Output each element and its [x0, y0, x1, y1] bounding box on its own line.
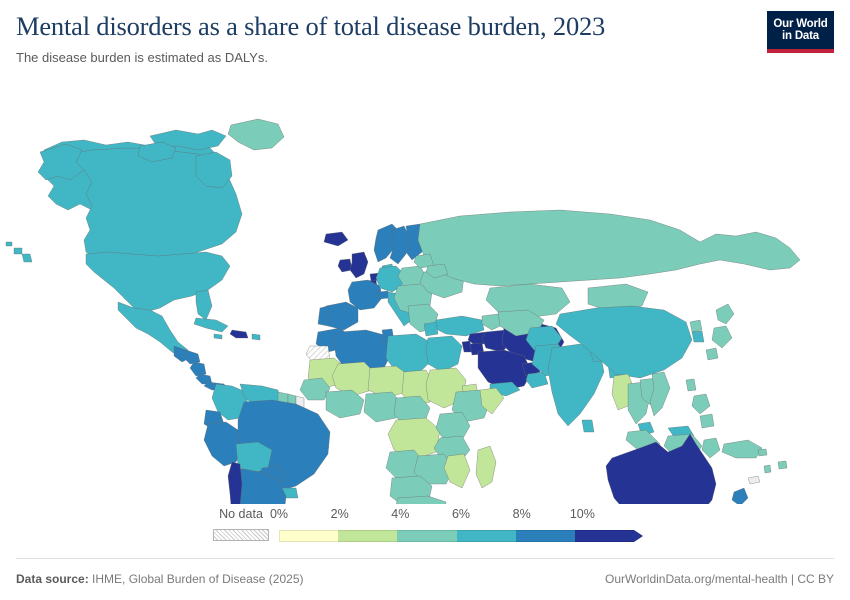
page-title: Mental disorders as a share of total dis…: [16, 11, 606, 41]
country-sri-lanka[interactable]: [582, 420, 594, 432]
country-senegal-guinea[interactable]: [300, 378, 330, 400]
country-united-states[interactable]: [86, 252, 230, 312]
country-somalia[interactable]: [480, 388, 504, 414]
chart-subtitle: The disease burden is estimated as DALYs…: [16, 50, 268, 66]
country-china[interactable]: [556, 306, 692, 378]
country-puerto-rico[interactable]: [252, 334, 260, 340]
map-legend: No data 0% 2% 4% 6% 8% 10%: [0, 508, 850, 554]
legend-color-bar[interactable]: [279, 530, 643, 542]
country-honduras[interactable]: [184, 350, 200, 364]
country-cuba[interactable]: [194, 318, 228, 332]
country-saudi-arabia[interactable]: [478, 350, 532, 390]
country-belarus[interactable]: [426, 264, 448, 278]
country-iceland[interactable]: [324, 232, 348, 246]
legend-bin-2[interactable]: [397, 530, 457, 542]
country-jamaica[interactable]: [214, 334, 222, 339]
country-alaska[interactable]: [38, 144, 84, 180]
chart-footer: Data source: IHME, Global Burden of Dise…: [16, 558, 834, 586]
legend-no-data-swatch[interactable]: [213, 528, 269, 541]
legend-no-data[interactable]: No data: [213, 508, 269, 541]
country-south-korea[interactable]: [692, 331, 704, 342]
country-solomon-islands[interactable]: [758, 449, 767, 456]
attribution-link[interactable]: OurWorldinData.org/mental-health | CC BY: [605, 571, 834, 586]
country-greenland[interactable]: [228, 119, 284, 150]
data-source-text: IHME, Global Burden of Disease (2025): [92, 571, 304, 586]
country-united-states-florida[interactable]: [196, 290, 212, 320]
country-nicaragua[interactable]: [190, 362, 206, 376]
country-egypt[interactable]: [426, 336, 462, 372]
legend-tick-4: 8%: [512, 507, 531, 521]
legend-tick-1: 2%: [330, 507, 349, 521]
country-turkey[interactable]: [434, 316, 484, 336]
country-canada-baffin[interactable]: [196, 152, 232, 188]
country-nigeria[interactable]: [364, 392, 402, 422]
country-papua-new-guinea[interactable]: [722, 440, 762, 458]
country-portugal[interactable]: [318, 306, 328, 326]
world-map-svg[interactable]: [0, 84, 850, 504]
country-baltics[interactable]: [414, 254, 434, 268]
legend-tick-5: 10%: [569, 507, 595, 521]
legend-tick-2: 4%: [391, 507, 410, 521]
chart-header: Mental disorders as a share of total dis…: [16, 11, 834, 78]
country-switzerland[interactable]: [378, 291, 389, 299]
country-russia[interactable]: [418, 210, 800, 286]
country-canada-victoria-island[interactable]: [138, 142, 176, 162]
country-libya[interactable]: [386, 334, 430, 374]
country-oman[interactable]: [526, 372, 548, 388]
country-mali[interactable]: [332, 362, 376, 396]
country-new-zealand[interactable]: [722, 488, 748, 504]
owid-logo[interactable]: Our World in Data: [767, 11, 834, 53]
country-fiji[interactable]: [778, 461, 787, 469]
country-peru[interactable]: [204, 422, 244, 466]
country-new-caledonia[interactable]: [748, 476, 760, 484]
country-chile[interactable]: [228, 462, 252, 504]
world-map[interactable]: [0, 84, 850, 504]
legend-bins: 0% 2% 4% 6% 8% 10%: [270, 507, 643, 542]
legend-no-data-label: No data: [219, 507, 263, 521]
legend-bin-3[interactable]: [456, 530, 516, 542]
country-hispaniola[interactable]: [230, 330, 248, 338]
country-japan[interactable]: [706, 304, 734, 360]
legend-open-ended-arrow-icon: [633, 530, 643, 542]
country-taiwan[interactable]: [686, 379, 696, 391]
country-hawaii[interactable]: [6, 242, 32, 262]
country-argentina[interactable]: [236, 468, 286, 504]
owid-logo-line1: Our World: [773, 17, 828, 30]
legend-tick-3: 6%: [451, 507, 471, 521]
country-north-korea[interactable]: [690, 320, 702, 332]
country-vanuatu[interactable]: [764, 465, 771, 473]
owid-logo-line2: in Data: [782, 30, 819, 42]
country-united-kingdom[interactable]: [350, 252, 368, 278]
legend-bin-5[interactable]: [574, 530, 634, 542]
legend-bin-1[interactable]: [338, 530, 398, 542]
country-south-africa[interactable]: [394, 496, 446, 504]
country-mozambique[interactable]: [444, 454, 470, 488]
country-vietnam[interactable]: [650, 372, 670, 416]
legend-tick-labels: 0% 2% 4% 6% 8% 10%: [270, 507, 643, 522]
country-caucasus[interactable]: [482, 314, 504, 330]
country-sweden[interactable]: [390, 226, 410, 264]
country-madagascar[interactable]: [476, 446, 496, 488]
country-mongolia[interactable]: [588, 284, 648, 312]
country-kazakhstan[interactable]: [486, 284, 570, 318]
country-indonesia-sulawesi[interactable]: [702, 438, 720, 458]
country-greece[interactable]: [424, 322, 438, 336]
legend-tick-0: 0%: [269, 507, 289, 521]
country-zambia-zimbabwe[interactable]: [414, 454, 454, 484]
country-ireland[interactable]: [338, 259, 352, 272]
data-source-label: Data source:: [16, 571, 89, 586]
legend-bin-0[interactable]: [279, 530, 339, 542]
country-australia[interactable]: [606, 434, 716, 504]
country-france[interactable]: [348, 280, 382, 310]
country-philippines[interactable]: [692, 394, 714, 428]
country-ivory-coast-ghana[interactable]: [326, 390, 364, 418]
data-source: Data source: IHME, Global Burden of Dise…: [16, 572, 303, 586]
legend-bin-4[interactable]: [515, 530, 575, 542]
